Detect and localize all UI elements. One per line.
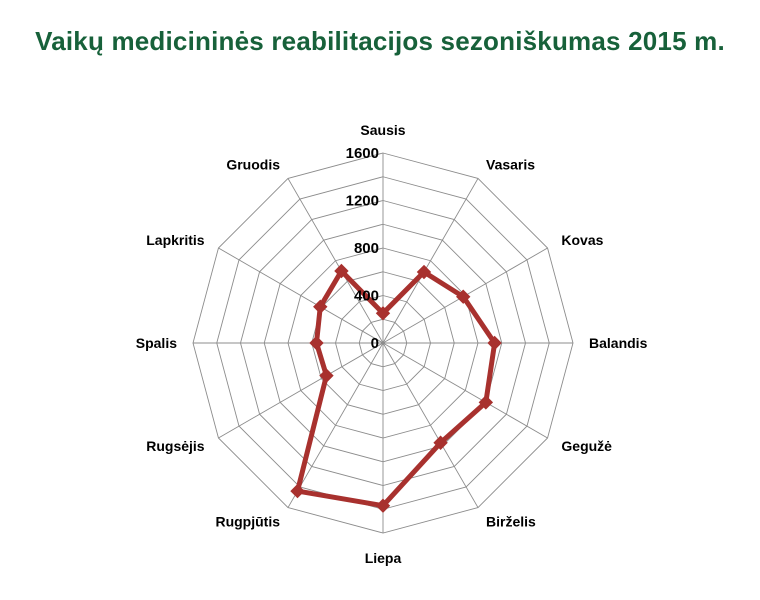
category-label: Spalis [136,335,177,351]
radar-series [290,263,502,513]
data-point-11 [313,299,328,314]
tick-label: 1600 [346,145,379,162]
grid-spoke [218,247,384,344]
data-point-5 [478,395,494,410]
category-label: Gruodis [226,157,280,173]
grid-spoke [382,342,479,508]
category-label: Lapkritis [146,232,205,248]
data-point-3 [456,289,471,304]
category-labels: Sausis Vasaris Kovas Balandis Gegužė Birželis… [136,122,648,566]
data-point-4 [487,335,502,351]
tick-label: 400 [354,288,379,305]
data-point-7 [375,498,391,513]
category-label: Balandis [589,335,648,351]
data-point-9 [319,368,334,383]
grid-spoke [287,178,384,344]
category-label: Sausis [360,122,405,138]
radial-axis-ticks: 0 400 800 1200 1600 [346,145,379,352]
data-point-6 [433,435,448,450]
category-label: Gegužė [561,438,612,454]
category-label: Rugsėjis [146,438,205,454]
category-label: Vasaris [486,157,535,173]
data-point-10 [309,335,324,351]
category-label: Liepa [365,550,402,566]
data-point-12 [334,263,349,279]
category-label: Rugpjūtis [215,513,280,529]
radar-spokes [193,153,573,533]
grid-spoke [218,342,384,439]
grid-spoke [287,342,384,508]
category-label: Kovas [561,232,603,248]
data-point-8 [290,483,305,499]
tick-label: 800 [354,240,379,257]
data-point-2 [416,264,432,280]
grid-spoke [382,342,548,439]
tick-label: 1200 [346,193,379,210]
grid-spoke [382,178,479,344]
chart-title: Vaikų medicininės reabilitacijos sezoniš… [35,26,725,56]
tick-label: 0 [371,335,379,352]
data-point-1 [375,306,391,321]
category-label: Birželis [486,513,536,529]
